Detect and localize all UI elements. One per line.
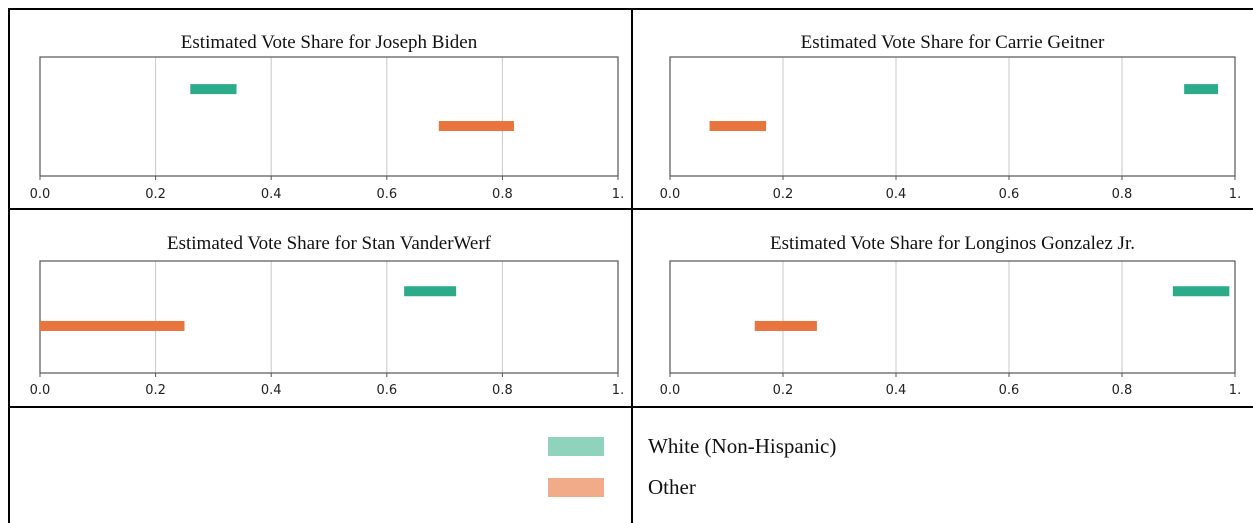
legend-swatch-other bbox=[548, 478, 604, 497]
x-tick-label: 0.8 bbox=[1112, 187, 1133, 202]
x-tick-label: 0.0 bbox=[30, 187, 51, 202]
x-tick-label: 0.0 bbox=[660, 187, 681, 202]
x-tick-label: 0.6 bbox=[999, 383, 1020, 398]
x-tick-label: 0.6 bbox=[999, 187, 1020, 202]
x-tick-label: 0.8 bbox=[492, 187, 513, 202]
axes-frame bbox=[40, 57, 618, 176]
x-tick-label: 1. bbox=[1229, 383, 1241, 398]
chart-title: Estimated Vote Share for Stan VanderWerf bbox=[167, 233, 492, 254]
bar-white-non-hispanic bbox=[404, 286, 456, 296]
x-tick-label: 0.0 bbox=[30, 383, 51, 398]
x-tick-label: 0.8 bbox=[1112, 383, 1133, 398]
x-tick-label: 0.4 bbox=[886, 187, 907, 202]
x-tick-label: 1. bbox=[1229, 187, 1241, 202]
chart-panel-2: Estimated Vote Share for Carrie Geitner 0… bbox=[660, 32, 1242, 202]
x-tick-label: 1. bbox=[612, 383, 624, 398]
legend-label-other: Other bbox=[648, 475, 696, 500]
bar-other bbox=[40, 321, 185, 331]
axes-frame bbox=[40, 261, 618, 373]
chart-panel-3: Estimated Vote Share for Stan VanderWerf… bbox=[30, 233, 625, 398]
axes-frame bbox=[670, 57, 1235, 176]
x-tick-label: 1. bbox=[612, 187, 624, 202]
chart-panel-1: Estimated Vote Share for Joseph Biden 0.0… bbox=[30, 32, 625, 202]
legend-label-white: White (Non-Hispanic) bbox=[648, 434, 836, 459]
axes-frame bbox=[670, 261, 1235, 373]
x-tick-label: 0.6 bbox=[376, 383, 397, 398]
x-tick-label: 0.2 bbox=[773, 187, 794, 202]
x-tick-label: 0.0 bbox=[660, 383, 681, 398]
x-tick-label: 0.2 bbox=[145, 187, 166, 202]
x-tick-label: 0.4 bbox=[886, 383, 907, 398]
x-tick-label: 0.4 bbox=[261, 383, 282, 398]
chart-title: Estimated Vote Share for Joseph Biden bbox=[181, 32, 478, 53]
legend: White (Non-Hispanic) Other bbox=[0, 408, 1253, 523]
x-tick-label: 0.4 bbox=[261, 187, 282, 202]
chart-panel-4: Estimated Vote Share for Longinos Gonzal… bbox=[660, 233, 1242, 398]
chart-title: Estimated Vote Share for Carrie Geitner bbox=[801, 32, 1105, 53]
bar-white-non-hispanic bbox=[1184, 84, 1218, 94]
bar-white-non-hispanic bbox=[190, 84, 236, 94]
bar-other bbox=[439, 121, 514, 131]
legend-item-white: White (Non-Hispanic) bbox=[548, 431, 836, 461]
x-tick-label: 0.2 bbox=[145, 383, 166, 398]
chart-title: Estimated Vote Share for Longinos Gonzal… bbox=[770, 233, 1135, 254]
x-tick-label: 0.8 bbox=[492, 383, 513, 398]
legend-item-other: Other bbox=[548, 472, 696, 502]
x-tick-label: 0.2 bbox=[773, 383, 794, 398]
legend-swatch-white bbox=[548, 437, 604, 456]
bar-other bbox=[710, 121, 767, 131]
bar-white-non-hispanic bbox=[1173, 286, 1230, 296]
bar-other bbox=[755, 321, 817, 331]
x-tick-label: 0.6 bbox=[376, 187, 397, 202]
